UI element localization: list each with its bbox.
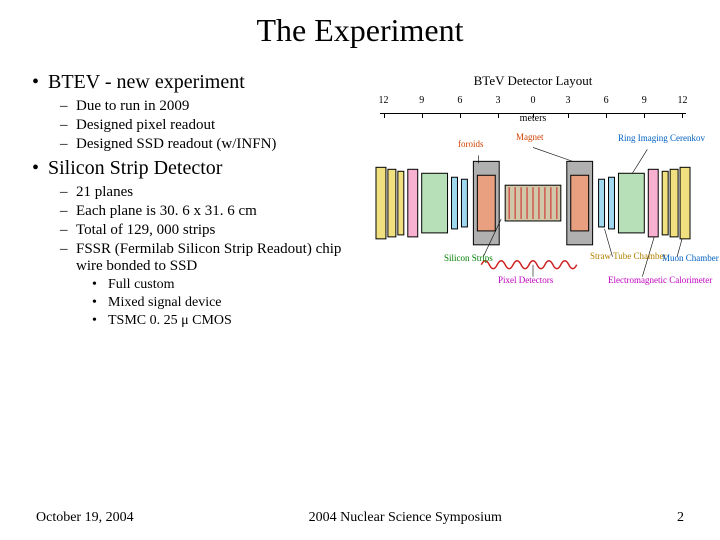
slide-footer: October 19, 2004 2004 Nuclear Science Sy…: [0, 510, 720, 526]
straw-right: [599, 179, 605, 227]
bullet-ssd-sub: –Each plane is 30. 6 x 31. 6 cm: [60, 203, 368, 220]
text-column: •BTEV - new experiment –Due to run in 20…: [28, 67, 368, 331]
axis-tick: [460, 113, 461, 118]
bullet-ssd-subsub: •Full custom: [92, 277, 368, 293]
axis-tick-label: 9: [419, 95, 424, 106]
label-magnet: Magnet: [516, 132, 544, 142]
rich-left: [422, 173, 448, 233]
slide-title: The Experiment: [28, 12, 692, 49]
axis-tick-label: 6: [457, 95, 462, 106]
footer-page: 2: [677, 510, 684, 526]
axis-tick: [498, 113, 499, 118]
rich-right: [618, 173, 644, 233]
bullet-ssd: •Silicon Strip Detector: [32, 157, 368, 180]
footer-center: 2004 Nuclear Science Symposium: [309, 510, 502, 526]
axis-tick: [533, 113, 534, 118]
footer-date: October 19, 2004: [36, 510, 134, 526]
straw-left2: [461, 179, 467, 227]
label-silicon: Silicon Strips: [444, 253, 493, 263]
straw-right2: [609, 177, 615, 229]
bullet-ssd-sub: –21 planes: [60, 184, 368, 201]
axis-tick-label: 0: [531, 95, 536, 106]
axis-tick: [384, 113, 385, 118]
label-foroids: foroids: [458, 139, 484, 149]
axis-tick: [682, 113, 683, 118]
muon-right: [662, 167, 690, 239]
bullet-btev-sub: –Designed SSD readout (w/INFN): [60, 136, 368, 153]
pixel-wave: [481, 261, 576, 269]
axis-tick: [422, 113, 423, 118]
bullet-btev-sub: –Designed pixel readout: [60, 117, 368, 134]
bullet-ssd-sub: –Total of 129, 000 strips: [60, 222, 368, 239]
axis-tick-label: 3: [565, 95, 570, 106]
bullet-ssd-subsub: •TSMC 0. 25 μ CMOS: [92, 313, 368, 329]
label-rich: Ring Imaging Cerenkov: [618, 133, 705, 143]
emcal-left: [408, 169, 418, 237]
detector-diagram: BTeV Detector Layout meters 12963036912: [368, 67, 692, 331]
axis-tick: [644, 113, 645, 118]
label-straw: Straw Tube Chamber: [590, 251, 667, 261]
magnet-left: [473, 161, 499, 244]
label-pixel: Pixel Detectors: [498, 275, 553, 285]
bullet-ssd-sub: –FSSR (Fermilab Silicon Strip Readout) c…: [60, 241, 368, 275]
straw-left: [452, 177, 458, 229]
diagram-title: BTeV Detector Layout: [374, 73, 692, 89]
diagram-axis: meters 12963036912: [374, 93, 692, 127]
emcal-right: [648, 169, 658, 237]
bullet-btev-sub: –Due to run in 2009: [60, 98, 368, 115]
label-emcal: Electromagnetic Calorimeter: [608, 275, 712, 285]
axis-tick: [606, 113, 607, 118]
muon-left: [376, 167, 404, 239]
axis-tick-label: 12: [677, 95, 687, 106]
bullet-ssd-subsub: •Mixed signal device: [92, 295, 368, 311]
axis-tick-label: 6: [604, 95, 609, 106]
axis-tick-label: 12: [379, 95, 389, 106]
detector-schematic: foroids Magnet Ring Imaging Cerenkov Sil…: [374, 127, 692, 307]
bullet-btev: •BTEV - new experiment: [32, 71, 368, 94]
axis-tick-label: 9: [642, 95, 647, 106]
axis-tick-label: 3: [496, 95, 501, 106]
magnet-right: [567, 161, 593, 244]
axis-tick: [568, 113, 569, 118]
label-muon: Muon Chamber: [662, 253, 719, 263]
